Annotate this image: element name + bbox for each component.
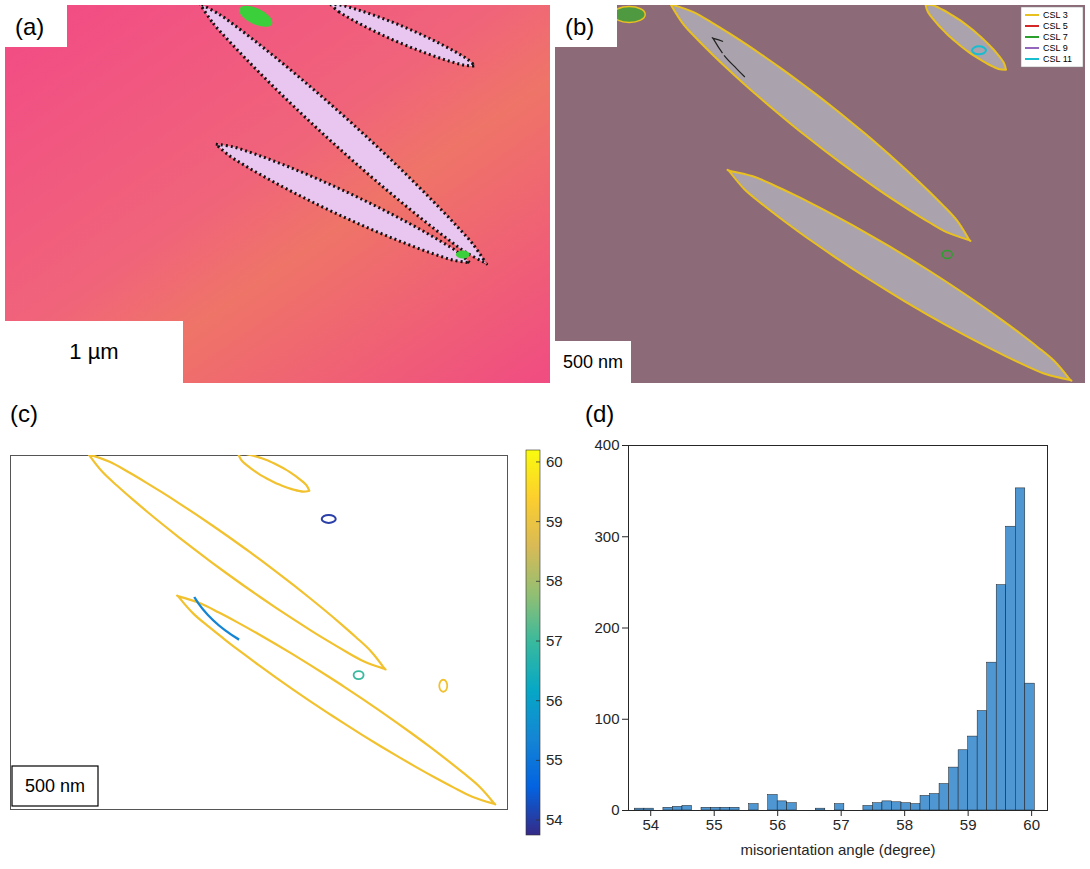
- html-text:(c): (c): [10, 400, 38, 427]
- svg-text:60: 60: [1023, 816, 1040, 833]
- svg-text:(a): (a): [15, 13, 44, 40]
- svg-text:200: 200: [594, 619, 619, 636]
- svg-text:1 µm: 1 µm: [69, 339, 118, 364]
- svg-text:CSL 9: CSL 9: [1043, 43, 1068, 53]
- svg-text:misorientation angle (degree): misorientation angle (degree): [740, 841, 935, 858]
- svg-text:60: 60: [546, 453, 563, 470]
- svg-text:CSL 11: CSL 11: [1043, 54, 1072, 64]
- svg-text:56: 56: [546, 692, 563, 709]
- svg-text:54: 54: [546, 811, 563, 828]
- svg-text:500 nm: 500 nm: [563, 352, 623, 372]
- svg-text:57: 57: [546, 632, 563, 649]
- svg-text:300: 300: [594, 528, 619, 545]
- svg-text:400: 400: [594, 436, 619, 453]
- svg-text:58: 58: [546, 572, 563, 589]
- html-text:(d): (d): [585, 400, 615, 427]
- svg-text:57: 57: [833, 816, 850, 833]
- svg-text:56: 56: [769, 816, 786, 833]
- svg-text:0: 0: [611, 801, 619, 818]
- svg-text:54: 54: [642, 816, 659, 833]
- svg-text:CSL 3: CSL 3: [1043, 10, 1068, 20]
- svg-text:55: 55: [706, 816, 723, 833]
- svg-text:55: 55: [546, 751, 563, 768]
- svg-text:CSL 5: CSL 5: [1043, 21, 1068, 31]
- svg-text:59: 59: [960, 816, 977, 833]
- svg-text:(b): (b): [565, 13, 594, 40]
- svg-text:59: 59: [546, 513, 563, 530]
- svg-text:58: 58: [896, 816, 913, 833]
- svg-text:CSL 7: CSL 7: [1043, 32, 1068, 42]
- svg-text:100: 100: [594, 710, 619, 727]
- svg-text:500 nm: 500 nm: [25, 776, 85, 796]
